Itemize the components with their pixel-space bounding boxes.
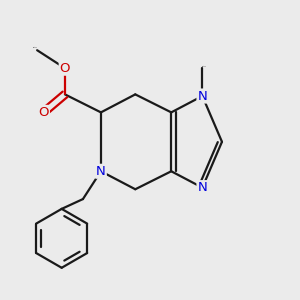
Text: methyl: methyl [202,66,206,67]
Text: N: N [96,165,106,178]
Text: N: N [197,181,207,194]
Text: methyl: methyl [33,46,38,48]
Text: O: O [60,62,70,75]
Text: N: N [197,89,207,103]
Text: O: O [38,106,49,119]
